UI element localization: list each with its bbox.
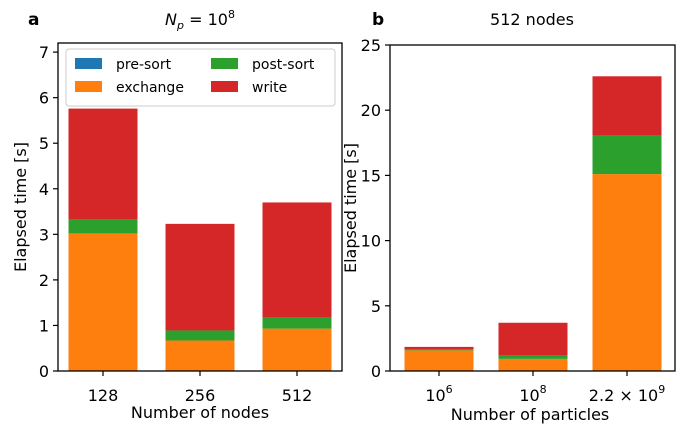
ytick-label-b-4: 20: [361, 101, 381, 120]
legend-frame: [65, 48, 336, 107]
ytick-label-b-5: 25: [361, 36, 381, 55]
legend-label-pre-sort: pre-sort: [116, 57, 172, 73]
ytick-label-a-6: 6: [39, 89, 49, 108]
panel-b-x-axis: 106 108 2.2 × 109: [425, 371, 665, 405]
panel-a-y-axis: 0 1 2 3 4 5 6 7: [39, 43, 58, 381]
panel-b-bars: [404, 76, 662, 371]
bar-a-exchange-1: [165, 340, 235, 371]
panel-b: 0 5 10 15 20 25 106 108 2.2 × 109 b 512 nodes E…: [341, 10, 676, 424]
panel-b-title: 512 nodes: [490, 10, 574, 29]
panel-b-frame: [389, 44, 676, 372]
ytick-label-a-2: 2: [39, 271, 49, 290]
bar-b-exchange-0: [404, 350, 474, 371]
bar-b-exchange-1: [498, 358, 568, 371]
bar-b-post-sort-0: [404, 349, 474, 351]
bar-b-post-sort-2: [592, 135, 662, 175]
bar-a-post-sort-2: [262, 317, 332, 329]
xtick-label-b-2: 2.2 × 109: [589, 383, 665, 405]
bar-b-write-1: [498, 322, 568, 356]
ytick-label-a-1: 1: [39, 316, 49, 335]
bar-a-post-sort-1: [165, 330, 235, 341]
legend-swatch-pre-sort: [75, 58, 102, 69]
bar-a-exchange-2: [262, 328, 332, 371]
xtick-label-a-2: 512: [282, 386, 313, 405]
ytick-label-a-5: 5: [39, 134, 49, 153]
legend-swatch-post-sort: [211, 58, 238, 69]
panel-b-xlabel: Number of particles: [451, 405, 610, 424]
ytick-label-b-0: 0: [371, 362, 381, 381]
bar-a-write-1: [165, 223, 235, 331]
panel-a-title: Np = 108: [165, 8, 235, 32]
bar-b-write-2: [592, 76, 662, 136]
panel-b-y-axis: 0 5 10 15 20 25: [361, 36, 390, 381]
legend-swatch-write: [211, 81, 238, 92]
legend-label-write: write: [252, 80, 287, 96]
ytick-label-b-1: 5: [371, 297, 381, 316]
panel-a: 0 1 2 3 4 5 6 7 128 256 512 a Np = 108 Elapsed ti…: [11, 8, 343, 422]
bar-b-post-sort-1: [498, 355, 568, 359]
bar-b-write-0: [404, 346, 474, 350]
ytick-label-b-2: 10: [361, 232, 381, 251]
bar-a-post-sort-0: [68, 219, 138, 234]
xtick-label-b-1: 108: [519, 383, 546, 405]
panel-a-x-axis: 128 256 512: [88, 371, 313, 405]
panel-a-ylabel: Elapsed time [s]: [11, 142, 30, 272]
bar-a-exchange-0: [68, 233, 138, 371]
panel-a-legend: pre-sort post-sort exchange write: [65, 48, 336, 107]
legend-label-exchange: exchange: [116, 80, 184, 96]
bar-a-write-2: [262, 202, 332, 318]
xtick-label-a-1: 256: [185, 386, 216, 405]
ytick-label-b-3: 15: [361, 166, 381, 185]
panel-a-letter: a: [28, 10, 39, 30]
panel-a-bars: [68, 108, 332, 371]
panel-a-xlabel: Number of nodes: [131, 403, 269, 422]
ytick-label-a-3: 3: [39, 225, 49, 244]
ytick-label-a-4: 4: [39, 180, 49, 199]
bar-a-write-0: [68, 108, 138, 220]
legend-label-post-sort: post-sort: [252, 57, 315, 73]
xtick-label-b-0: 106: [425, 383, 452, 405]
panel-a-frame: [57, 42, 343, 372]
legend-swatch-exchange: [75, 81, 102, 92]
panel-b-letter: b: [372, 10, 384, 30]
ytick-label-a-0: 0: [39, 362, 49, 381]
panel-b-ylabel: Elapsed time [s]: [341, 143, 360, 273]
bar-b-exchange-2: [592, 174, 662, 371]
xtick-label-a-0: 128: [88, 386, 119, 405]
ytick-label-a-7: 7: [39, 43, 49, 62]
